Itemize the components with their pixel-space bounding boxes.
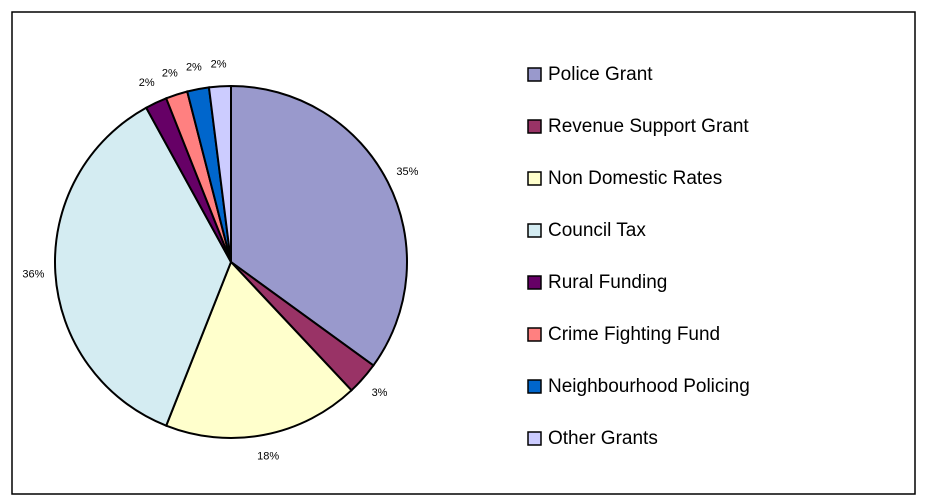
legend-label: Revenue Support Grant bbox=[548, 116, 749, 137]
legend-swatch bbox=[527, 171, 542, 186]
data-label: 3% bbox=[372, 387, 388, 399]
data-label: 35% bbox=[396, 166, 418, 178]
pie-slice bbox=[54, 106, 233, 427]
data-label: 2% bbox=[211, 58, 227, 70]
legend-label: Other Grants bbox=[548, 428, 658, 449]
legend-swatch bbox=[527, 431, 542, 446]
pie-slice bbox=[164, 260, 353, 439]
legend-label: Neighbourhood Policing bbox=[548, 376, 750, 397]
legend-label: Police Grant bbox=[548, 64, 653, 85]
legend-swatch bbox=[527, 327, 542, 342]
legend-label: Council Tax bbox=[548, 220, 646, 241]
data-label: 36% bbox=[22, 268, 44, 280]
legend-label: Non Domestic Rates bbox=[548, 168, 722, 189]
legend-swatch bbox=[527, 67, 542, 82]
legend-swatch bbox=[527, 119, 542, 134]
data-label: 2% bbox=[186, 61, 202, 73]
pie-slice bbox=[207, 84, 232, 263]
legend-label: Crime Fighting Fund bbox=[548, 324, 720, 345]
legend-swatch bbox=[527, 275, 542, 290]
legend-swatch bbox=[527, 223, 542, 238]
pie-slice bbox=[230, 84, 408, 367]
legend-label: Rural Funding bbox=[548, 272, 667, 293]
legend-swatch bbox=[527, 379, 542, 394]
data-label: 2% bbox=[139, 77, 155, 89]
data-label: 18% bbox=[257, 450, 279, 462]
data-label: 2% bbox=[162, 68, 178, 80]
